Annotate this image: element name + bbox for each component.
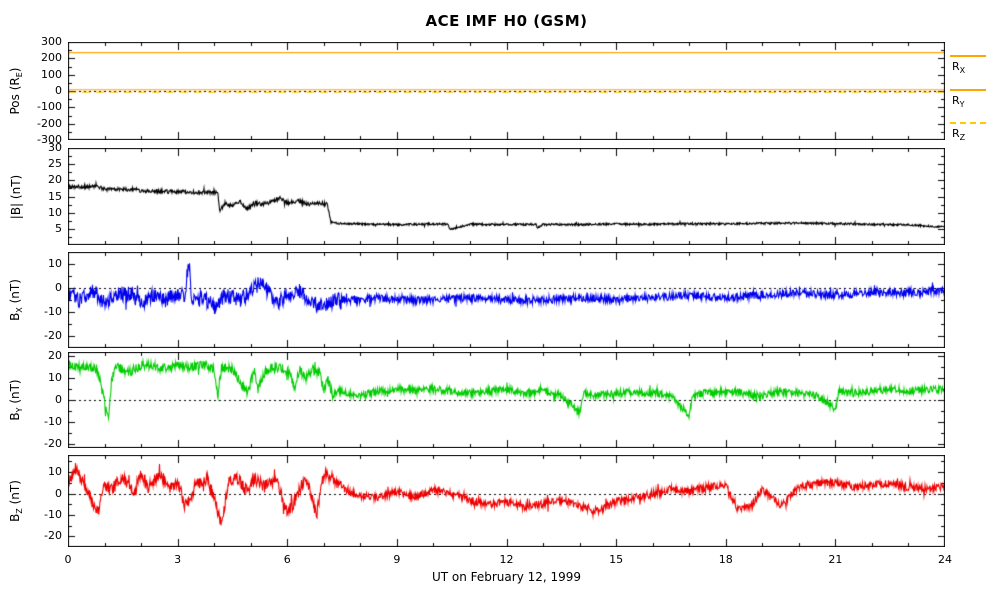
x-tick-label: 3 [174, 553, 182, 566]
y-tick-label: -10 [44, 305, 62, 318]
plot-panel-1 [68, 148, 945, 245]
legend-label: RZ [952, 127, 966, 142]
y-tick-label: 0 [55, 281, 62, 294]
legend-label: RY [952, 94, 965, 109]
y-tick-label: 0 [55, 84, 62, 97]
legend-line [950, 122, 986, 124]
chart-title: ACE IMF H0 (GSM) [425, 12, 588, 30]
plot-panel-2 [68, 252, 945, 348]
y-tick-label: 25 [48, 157, 62, 171]
y-tick-label: 300 [41, 35, 62, 48]
y-axis-title: Pos (RE) [8, 67, 24, 115]
label-subscript: Z [15, 508, 24, 514]
y-tick-label: 200 [41, 51, 62, 65]
y-axis-title: BX (nT) [8, 279, 24, 321]
y-tick-label: 10 [48, 465, 62, 479]
label-subscript: Z [959, 133, 966, 142]
label-subscript: E [15, 72, 24, 78]
y-axis-title: BZ (nT) [8, 480, 24, 522]
x-tick-label: 9 [393, 553, 401, 566]
y-tick-label: 15 [48, 189, 62, 203]
plot-panel-3 [68, 352, 945, 448]
x-tick-label: 21 [828, 553, 843, 566]
y-tick-label: 5 [55, 221, 62, 235]
y-tick-label: 10 [48, 205, 62, 219]
y-tick-label: -20 [44, 436, 62, 450]
plot-panel-0 [68, 42, 945, 140]
y-tick-label: -300 [37, 133, 62, 146]
y-tick-label: -100 [37, 100, 62, 114]
y-tick-label: 30 [48, 141, 62, 154]
x-tick-label: 24 [938, 553, 952, 566]
plot-panel-4 [68, 455, 945, 547]
legend-line [950, 55, 986, 57]
x-tick-label: 15 [609, 553, 624, 566]
label-subscript: Y [15, 407, 24, 413]
label-subscript: X [959, 66, 966, 75]
y-tick-label: -10 [44, 507, 62, 521]
y-tick-label: 0 [55, 486, 62, 500]
x-tick-label: 0 [64, 553, 72, 566]
y-tick-label: 10 [48, 371, 62, 385]
y-tick-label: 20 [48, 349, 62, 363]
legend-line [950, 89, 986, 91]
y-tick-label: -200 [37, 116, 62, 130]
y-tick-label: -20 [44, 329, 62, 342]
y-tick-label: 10 [48, 257, 62, 270]
x-axis-label: UT on February 12, 1999 [431, 570, 582, 584]
y-axis-title: BY (nT) [8, 379, 24, 421]
y-axis-title: |B| (nT) [9, 174, 23, 219]
label-subscript: Y [959, 100, 965, 109]
label-subscript: X [15, 307, 24, 313]
y-tick-label: -10 [44, 414, 62, 428]
x-tick-label: 12 [499, 553, 514, 566]
x-tick-label: 6 [283, 553, 291, 566]
y-tick-label: 20 [48, 173, 62, 187]
x-tick-label: 18 [718, 553, 733, 566]
y-tick-label: 0 [55, 393, 62, 406]
y-tick-label: 100 [41, 67, 62, 81]
legend-label: RX [952, 60, 966, 75]
y-tick-label: -20 [44, 529, 62, 543]
